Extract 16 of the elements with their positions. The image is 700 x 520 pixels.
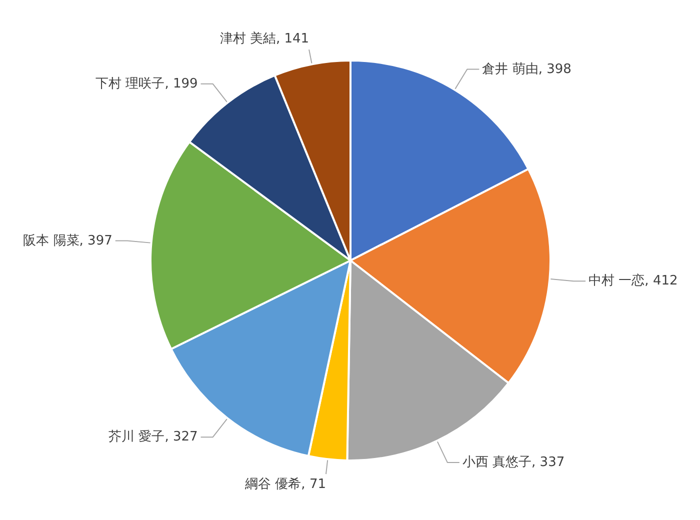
data-label: , 412 <box>644 274 678 289</box>
data-label: , 71 <box>301 477 326 492</box>
data-label: , 337 <box>532 454 565 470</box>
data-label: , 398 <box>538 62 572 77</box>
slice-label: 綱谷 優希 <box>244 477 302 492</box>
slice-label: 下村 理咲子 <box>96 76 165 92</box>
slice-label: 阪本 陽菜 <box>23 233 80 248</box>
data-label: , 397 <box>79 233 112 248</box>
slice-label: 小西 真悠子 <box>462 454 532 470</box>
slice-label: 倉井 萌由 <box>482 62 538 77</box>
data-label: , 199 <box>164 76 198 92</box>
slice-label: 津村 美結 <box>220 30 276 47</box>
data-label: , 327 <box>164 430 198 445</box>
slice-label: 芥川 愛子 <box>108 430 165 445</box>
data-label: , 141 <box>276 32 310 47</box>
slice-label: 中村 一恋 <box>588 272 645 289</box>
